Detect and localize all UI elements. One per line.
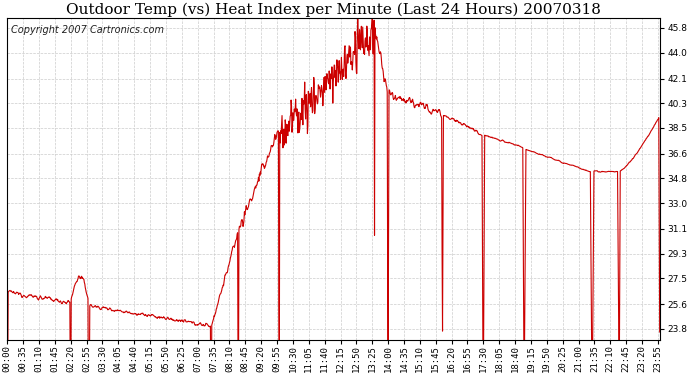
Text: Copyright 2007 Cartronics.com: Copyright 2007 Cartronics.com bbox=[10, 25, 164, 35]
Title: Outdoor Temp (vs) Heat Index per Minute (Last 24 Hours) 20070318: Outdoor Temp (vs) Heat Index per Minute … bbox=[66, 3, 601, 17]
